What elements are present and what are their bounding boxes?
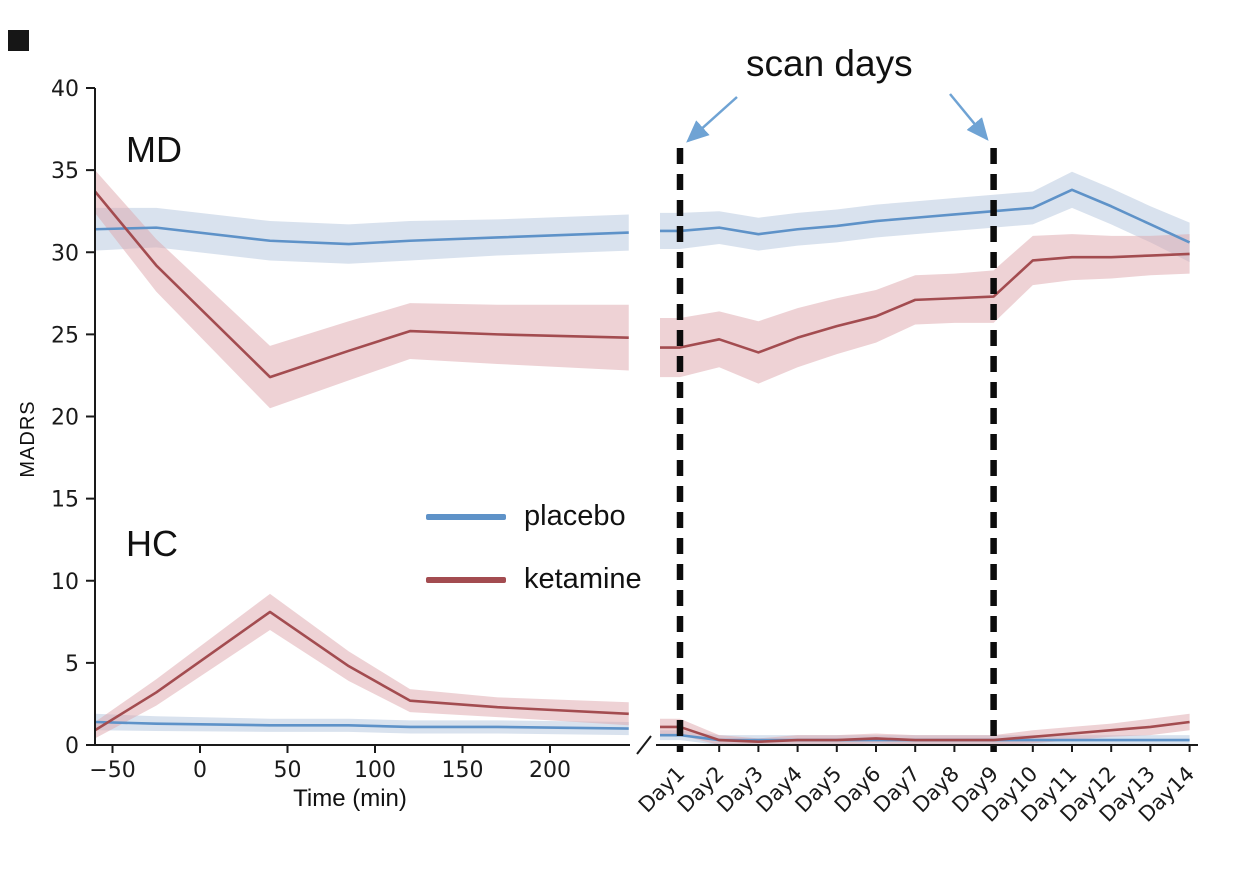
group-label-hc: HC — [126, 523, 178, 564]
legend-label-ketamine: ketamine — [524, 563, 642, 595]
md-placebo-line-left — [94, 226, 629, 246]
y-axis-label: MADRS — [17, 400, 39, 478]
legend-label-placebo: placebo — [524, 500, 626, 532]
x-tick-label-left: 50 — [274, 758, 302, 783]
legend-row-placebo: placebo — [426, 500, 642, 533]
y-tick-label: 20 — [51, 406, 79, 431]
md-placebo-band-left — [95, 207, 629, 264]
scan-days-arrow-left — [686, 96, 738, 143]
corner-artifact — [8, 30, 29, 51]
y-tick-label: 5 — [65, 652, 79, 677]
scan-days-arrow-right — [949, 93, 989, 141]
y-tick-label: 40 — [51, 77, 79, 102]
x-tick-label-left: 0 — [193, 758, 207, 783]
y-tick-label: 25 — [51, 323, 79, 348]
x-tick-label-left: 200 — [529, 758, 571, 783]
x-tick-label-left: −50 — [89, 758, 135, 783]
y-tick-label: 15 — [51, 488, 79, 513]
y-tick-label: 30 — [51, 241, 79, 266]
x-tick-label-left: 100 — [354, 758, 396, 783]
md-ketamine-band-days — [660, 234, 1190, 384]
md-ketamine-line-left — [93, 190, 629, 379]
legend: placebo ketamine — [426, 500, 642, 596]
right-panel: Day1Day2Day3Day4Day5Day6Day7Day8Day9Day1… — [634, 93, 1199, 827]
hc-ketamine-line-days — [660, 720, 1190, 744]
md-placebo-line-days — [660, 188, 1191, 244]
left-panel: 0 5 10 15 20 25 30 35 40 −50 0 50 100 150 200 — [51, 77, 652, 783]
md-ketamine-band-left — [95, 170, 629, 409]
y-tick-label: 10 — [51, 570, 79, 595]
md-ketamine-line-days — [660, 252, 1190, 354]
y-tick-label: 0 — [65, 734, 79, 759]
legend-row-ketamine: ketamine — [426, 563, 642, 596]
hc-placebo-line-left — [94, 720, 629, 730]
group-label-md: MD — [126, 129, 182, 170]
hc-ketamine-line-left — [94, 610, 629, 732]
hc-ketamine-band-days — [660, 713, 1190, 745]
placebo-line-swatch — [426, 513, 506, 520]
axis-break-mark — [636, 735, 652, 755]
y-tick-label: 35 — [51, 159, 79, 184]
scan-days-annotation: scan days — [746, 43, 913, 84]
hc-ketamine-band-left — [95, 593, 629, 739]
ketamine-line-swatch — [426, 576, 506, 583]
x-tick-label-left: 150 — [442, 758, 484, 783]
x-axis-label-left-panel: Time (min) — [293, 785, 407, 812]
